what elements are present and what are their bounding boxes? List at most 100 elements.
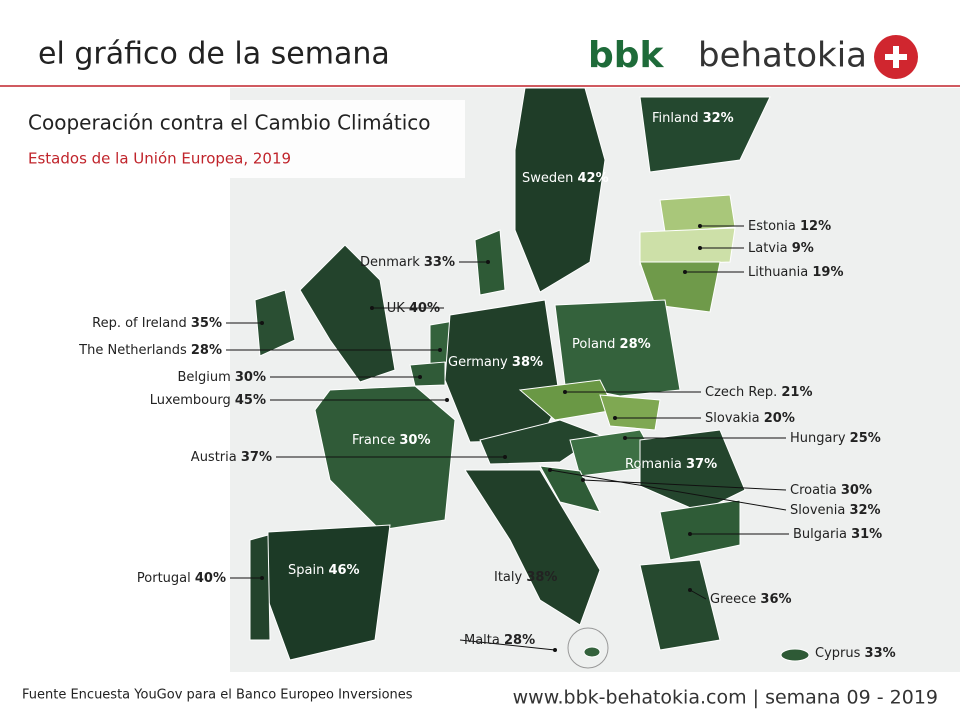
country-name: Slovenia <box>790 503 845 518</box>
country-label: Cyprus 33% <box>815 646 896 661</box>
country-label: Greece 36% <box>710 592 792 607</box>
lithuania <box>639 261 721 313</box>
country-name: The Netherlands <box>78 343 187 358</box>
leader-line <box>689 589 707 600</box>
italy <box>464 469 601 626</box>
country-share: 28% <box>620 337 651 352</box>
country-label: Italy 38% <box>494 570 557 585</box>
cyprus <box>780 648 810 662</box>
country-name: Malta <box>464 633 500 648</box>
country-name: France <box>352 433 395 448</box>
country-label: Sweden 42% <box>522 171 609 186</box>
source: Fuente Encuesta YouGov para el Banco Eur… <box>22 688 413 703</box>
country-label: UK 40% <box>387 301 440 316</box>
country-share: 36% <box>760 592 791 607</box>
country-name: Cyprus <box>815 646 861 661</box>
country-label: Latvia 9% <box>748 241 814 256</box>
leader-dot <box>623 436 627 440</box>
country-label: Czech Rep. 21% <box>705 385 813 400</box>
country-label: Poland 28% <box>572 337 651 352</box>
sweden <box>514 87 606 293</box>
country-share: 37% <box>686 457 717 472</box>
country-label: Hungary 25% <box>790 431 881 446</box>
country-share: 42% <box>578 171 609 186</box>
country-label: Belgium 30% <box>177 370 266 385</box>
country-label: Lithuania 19% <box>748 265 843 280</box>
country-share: 30% <box>235 370 266 385</box>
country-share: 12% <box>800 219 831 234</box>
finland <box>639 96 771 173</box>
country-label: Bulgaria 31% <box>793 527 882 542</box>
germany <box>444 299 561 443</box>
leader-dot <box>445 398 449 402</box>
leader-dot <box>683 270 687 274</box>
country-share: 9% <box>792 241 814 256</box>
romania <box>639 429 746 513</box>
leader-dot <box>688 532 692 536</box>
country-name: Germany <box>448 355 508 370</box>
country-name: Denmark <box>360 255 420 270</box>
country-name: Lithuania <box>748 265 808 280</box>
leader-line <box>549 469 787 511</box>
country-name: Bulgaria <box>793 527 847 542</box>
country-name: Sweden <box>522 171 573 186</box>
country-share: 40% <box>409 301 440 316</box>
estonia <box>659 194 736 233</box>
country-label: Luxembourg 45% <box>150 393 266 408</box>
leader-dot <box>370 306 374 310</box>
country-label: Romania 37% <box>625 457 717 472</box>
country-label: Denmark 33% <box>360 255 455 270</box>
country-share: 32% <box>849 503 880 518</box>
leader-dot <box>486 260 490 264</box>
poland <box>554 299 681 397</box>
country-share: 45% <box>235 393 266 408</box>
country-share: 28% <box>504 633 535 648</box>
latvia <box>639 227 736 266</box>
country-name: Croatia <box>790 483 837 498</box>
country-name: Slovakia <box>705 411 760 426</box>
leader-dot <box>613 416 617 420</box>
country-share: 32% <box>703 111 734 126</box>
leader-dot <box>438 348 442 352</box>
leader-dot <box>563 390 567 394</box>
country-label: Croatia 30% <box>790 483 872 498</box>
country-name: Finland <box>652 111 698 126</box>
country-share: 40% <box>195 571 226 586</box>
country-share: 19% <box>812 265 843 280</box>
country-label: Spain 46% <box>288 563 360 578</box>
portugal <box>249 534 271 641</box>
country-share: 20% <box>764 411 795 426</box>
countries <box>249 87 810 669</box>
country-name: UK <box>387 301 406 316</box>
country-share: 38% <box>512 355 543 370</box>
country-label: Estonia 12% <box>748 219 831 234</box>
country-share: 37% <box>241 450 272 465</box>
country-share: 28% <box>191 343 222 358</box>
country-name: Czech Rep. <box>705 385 777 400</box>
bulgaria <box>659 499 741 561</box>
country-share: 31% <box>851 527 882 542</box>
logo-plus <box>885 46 907 68</box>
france <box>314 385 456 531</box>
country-label: Rep. of Ireland 35% <box>92 316 222 331</box>
ireland <box>254 289 296 357</box>
country-share: 33% <box>865 646 896 661</box>
country-label: Portugal 40% <box>137 571 226 586</box>
country-label: The Netherlands 28% <box>78 343 222 358</box>
country-name: Spain <box>288 563 324 578</box>
leader-dot <box>698 246 702 250</box>
website: www.bbk-behatokia.com | semana 09 - 2019 <box>513 687 938 709</box>
belgium <box>409 361 446 387</box>
slovakia <box>599 394 661 431</box>
country-name: Belgium <box>177 370 230 385</box>
country-share: 35% <box>191 316 222 331</box>
country-share: 38% <box>526 570 557 585</box>
country-name: Luxembourg <box>150 393 231 408</box>
leader-dot <box>553 648 557 652</box>
country-share: 21% <box>781 385 812 400</box>
leader-dot <box>688 588 692 592</box>
leader-line <box>459 639 556 651</box>
country-share: 33% <box>424 255 455 270</box>
map-subtitle: Estados de la Unión Europea, 2019 <box>28 150 291 168</box>
